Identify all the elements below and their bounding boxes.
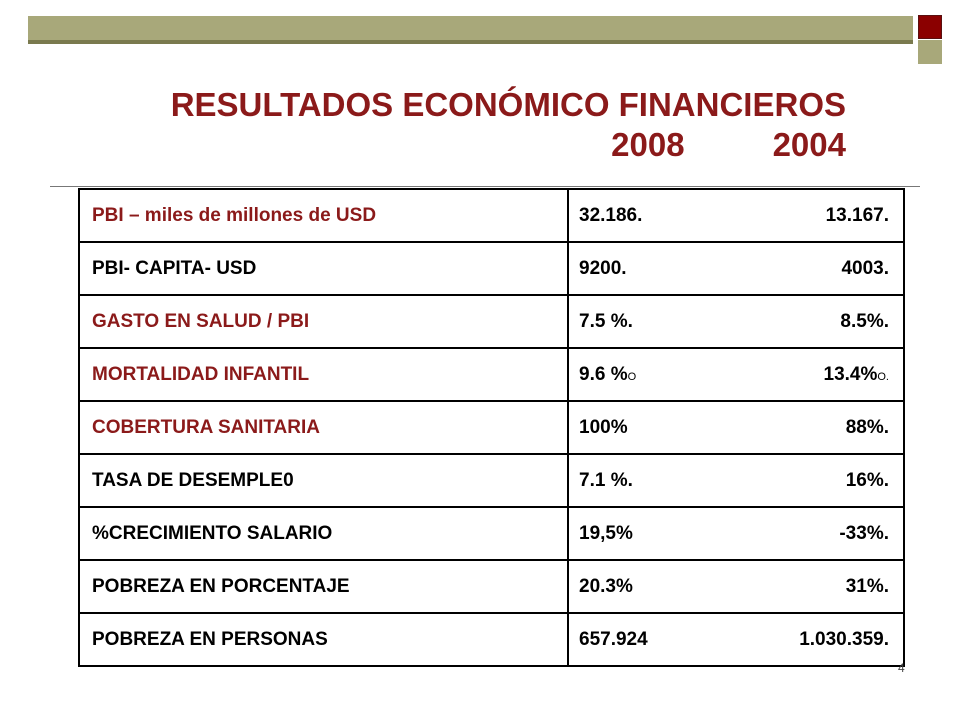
top-decorative-bar — [28, 16, 913, 40]
economic-results-table: PBI – miles de millones de USD 32.186. 13.… — [78, 188, 905, 667]
top-bar-underline — [28, 40, 913, 44]
value-2004: 8.5%. — [840, 311, 889, 333]
value-2004-text: 1.030.359. — [799, 628, 889, 650]
table-row: %CRECIMIENTO SALARIO 19,5% -33%. — [78, 506, 905, 561]
row-label: POBREZA EN PERSONAS — [78, 612, 569, 667]
table-row: PBI- CAPITA- USD 9200. 4003. — [78, 241, 905, 296]
value-2004-text: 13.4% — [823, 363, 878, 385]
row-label: %CRECIMIENTO SALARIO — [78, 506, 569, 561]
row-values: 7.5 %. 8.5%. — [567, 294, 905, 349]
table-row: POBREZA EN PORCENTAJE 20.3% 31%. — [78, 559, 905, 614]
value-2008-text: 7.5 %. — [579, 310, 633, 332]
year-2004-heading: 2004 — [772, 126, 846, 163]
value-2004-suffix: O. — [877, 370, 889, 383]
year-2008-heading: 2008 — [611, 126, 685, 163]
value-2008-text: 657.924 — [579, 628, 648, 650]
value-2008: 9200. — [579, 258, 627, 280]
table-row: GASTO EN SALUD / PBI 7.5 %. 8.5%. — [78, 294, 905, 349]
value-2008-text: 20.3% — [579, 575, 633, 597]
value-2004-text: 4003. — [841, 257, 889, 279]
row-label: COBERTURA SANITARIA — [78, 400, 569, 455]
row-label: PBI- CAPITA- USD — [78, 241, 569, 296]
slide-title-years: 2008 2004 — [0, 127, 846, 163]
row-values: 19,5% -33%. — [567, 506, 905, 561]
table-row: TASA DE DESEMPLE0 7.1 %. 16%. — [78, 453, 905, 508]
row-values: 9.6 %O 13.4%O. — [567, 347, 905, 402]
corner-square-red — [918, 15, 942, 39]
value-2004: 4003. — [841, 258, 889, 280]
value-2008-text: 9200. — [579, 257, 627, 279]
row-label: MORTALIDAD INFANTIL — [78, 347, 569, 402]
value-2004-text: 88%. — [845, 416, 889, 438]
value-2008: 9.6 %O — [579, 364, 636, 386]
value-2004-text: 31%. — [845, 575, 889, 597]
corner-square-olive — [918, 40, 942, 64]
value-2008: 7.5 %. — [579, 311, 633, 333]
value-2008: 20.3% — [579, 576, 633, 598]
value-2008-text: 9.6 % — [579, 363, 628, 385]
row-values: 100% 88%. — [567, 400, 905, 455]
value-2008-text: 32.186. — [579, 204, 643, 226]
row-label: PBI – miles de millones de USD — [78, 188, 569, 243]
table-row: COBERTURA SANITARIA 100% 88%. — [78, 400, 905, 455]
value-2008-text: 100% — [579, 416, 628, 438]
value-2008: 100% — [579, 417, 628, 439]
title-divider — [50, 186, 920, 187]
table-row: PBI – miles de millones de USD 32.186. 13.… — [78, 188, 905, 243]
row-label: POBREZA EN PORCENTAJE — [78, 559, 569, 614]
row-values: 657.924 1.030.359. — [567, 612, 905, 667]
row-values: 7.1 %. 16%. — [567, 453, 905, 508]
value-2004-text: 16%. — [845, 469, 889, 491]
table-row: MORTALIDAD INFANTIL 9.6 %O 13.4%O. — [78, 347, 905, 402]
table-row: POBREZA EN PERSONAS 657.924 1.030.359. — [78, 612, 905, 667]
value-2004: 13.4%O. — [824, 364, 890, 386]
slide-title: RESULTADOS ECONÓMICO FINANCIEROS — [170, 86, 846, 123]
value-2004-text: 8.5%. — [840, 310, 889, 332]
value-2008-suffix: O — [627, 370, 637, 383]
row-values: 20.3% 31%. — [567, 559, 905, 614]
row-values: 32.186. 13.167. — [567, 188, 905, 243]
value-2008-text: 7.1 %. — [579, 469, 633, 491]
value-2004-text: -33%. — [839, 522, 889, 544]
value-2004: 31%. — [846, 576, 889, 598]
value-2008: 7.1 %. — [579, 470, 633, 492]
value-2004: 13.167. — [826, 205, 889, 227]
value-2008: 19,5% — [579, 523, 633, 545]
row-label: GASTO EN SALUD / PBI — [78, 294, 569, 349]
page-number: 4 — [898, 661, 905, 675]
value-2008: 32.186. — [579, 205, 642, 227]
value-2004-text: 13.167. — [825, 204, 889, 226]
value-2008-text: 19,5% — [579, 522, 633, 544]
row-values: 9200. 4003. — [567, 241, 905, 296]
value-2008: 657.924 — [579, 629, 648, 651]
value-2004: 1.030.359. — [799, 629, 889, 651]
value-2004: 16%. — [846, 470, 889, 492]
value-2004: 88%. — [846, 417, 889, 439]
row-label: TASA DE DESEMPLE0 — [78, 453, 569, 508]
value-2004: -33%. — [839, 523, 889, 545]
